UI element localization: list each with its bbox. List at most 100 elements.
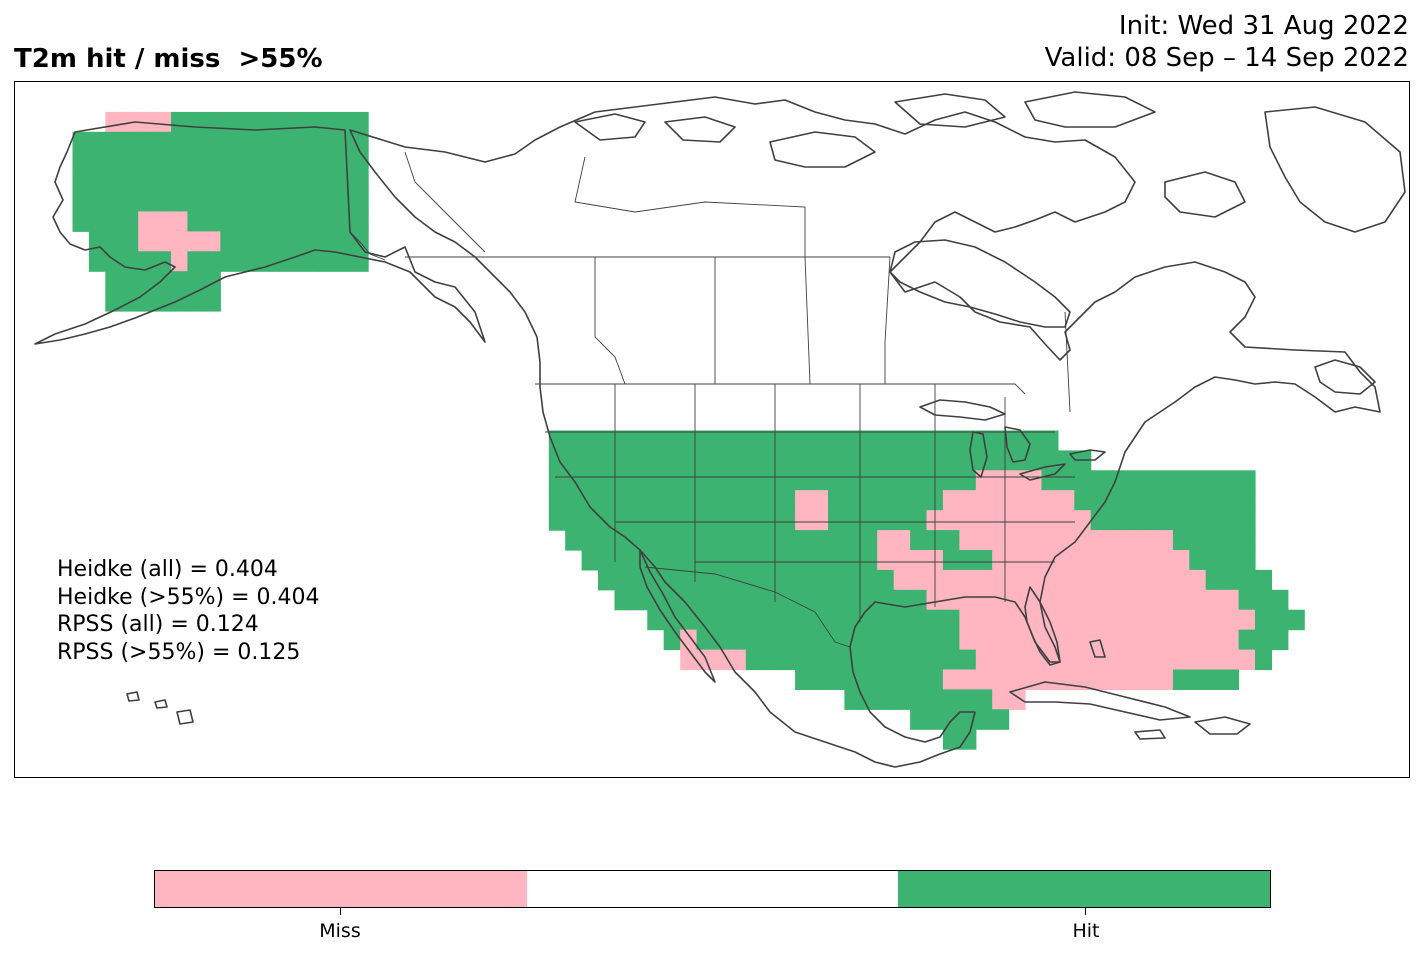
miss-cell <box>187 231 205 252</box>
miss-cell <box>154 231 172 252</box>
hit-cell <box>778 609 796 631</box>
hit-cell <box>942 629 960 651</box>
hit-cell <box>121 191 139 212</box>
hit-cell <box>220 191 238 212</box>
miss-cell <box>811 510 829 531</box>
miss-cell <box>1107 569 1125 591</box>
hit-cell <box>893 510 911 531</box>
hit-cell <box>1287 609 1305 631</box>
hit-cell <box>105 171 123 193</box>
hit-cell <box>220 251 238 272</box>
hit-cell <box>220 131 238 153</box>
miss-cell <box>975 629 993 651</box>
hit-cell <box>745 629 763 651</box>
hit-cell <box>187 291 205 312</box>
miss-cell <box>942 669 960 690</box>
hit-cell <box>762 490 780 511</box>
hit-cell <box>663 550 681 571</box>
coastline-bahamas <box>1089 639 1106 658</box>
hit-cell <box>926 629 944 651</box>
miss-cell <box>1008 629 1026 651</box>
hit-cell <box>844 589 862 611</box>
hit-cell <box>1222 470 1240 491</box>
miss-cell <box>1057 569 1075 591</box>
miss-cell <box>1057 669 1075 690</box>
hit-cell <box>1123 490 1141 511</box>
miss-cell <box>1090 550 1108 571</box>
miss-cell <box>1107 629 1125 651</box>
miss-cell <box>959 609 977 631</box>
hit-cell <box>236 151 254 173</box>
coastline-hawaii-3 <box>176 709 194 725</box>
hit-cell <box>1123 510 1141 531</box>
hit-cell <box>630 589 648 611</box>
border-yukon-nwt <box>404 151 486 253</box>
hit-cell <box>105 211 123 232</box>
miss-cell <box>1172 550 1190 571</box>
hit-cell <box>877 629 895 651</box>
hit-cell <box>335 131 353 153</box>
hit-cell <box>335 191 353 212</box>
hit-cell <box>1222 550 1240 571</box>
miss-cell <box>1074 530 1092 551</box>
hit-cell <box>713 530 730 551</box>
hit-cell <box>1238 470 1256 491</box>
hit-cell <box>844 530 862 551</box>
hit-cell <box>713 430 730 451</box>
hit-cell <box>860 450 878 471</box>
hit-cell <box>598 550 615 571</box>
great-lake-huron <box>1004 426 1031 463</box>
hit-cell <box>1271 589 1289 611</box>
miss-cell <box>1041 530 1059 551</box>
hit-cell <box>680 550 698 571</box>
hit-cell <box>663 609 681 631</box>
hit-cell <box>877 510 895 531</box>
hit-cell <box>1238 569 1256 591</box>
hit-cell <box>729 569 747 591</box>
miss-cell <box>1090 609 1108 631</box>
hit-cell <box>828 550 845 571</box>
hit-cell <box>1238 530 1256 551</box>
miss-cell <box>1189 609 1207 631</box>
hit-cell <box>926 609 944 631</box>
hit-cell <box>220 111 238 133</box>
hit-cell <box>302 171 320 193</box>
hit-cell <box>762 569 780 591</box>
miss-cell <box>1074 510 1092 531</box>
miss-cell <box>1238 609 1256 631</box>
hit-cell <box>893 669 911 690</box>
hit-cell <box>713 510 730 531</box>
miss-cell <box>1123 629 1141 651</box>
hit-cell <box>713 589 730 611</box>
great-lake-erie <box>1019 463 1066 481</box>
miss-cell <box>1123 649 1141 671</box>
hit-cell <box>992 709 1010 730</box>
hit-cell <box>729 490 747 511</box>
hit-cell <box>860 490 878 511</box>
border-ontario-quebec <box>1064 311 1071 413</box>
hit-cell <box>236 251 254 272</box>
coastline-hudson-bay <box>889 239 1071 328</box>
hit-cell <box>105 191 123 212</box>
hit-cell <box>1238 490 1256 511</box>
hit-cell <box>844 649 862 671</box>
hit-cell <box>105 151 123 173</box>
hit-cell <box>1205 530 1223 551</box>
hit-cell <box>893 470 911 491</box>
hit-cell <box>860 689 878 710</box>
miss-cell <box>992 490 1010 511</box>
hit-cell <box>696 510 714 531</box>
miss-cell <box>203 231 221 252</box>
hit-cell <box>88 251 106 272</box>
great-lake-superior <box>919 399 1006 421</box>
hit-cell <box>959 550 977 571</box>
hit-cell <box>614 530 632 551</box>
hit-cell <box>910 609 928 631</box>
hit-cell <box>335 251 353 272</box>
hit-cell <box>1255 609 1272 631</box>
hit-cell <box>745 490 763 511</box>
miss-cell <box>1008 669 1026 690</box>
hit-cell <box>795 450 813 471</box>
hit-cell <box>729 450 747 471</box>
hit-cell <box>680 569 698 591</box>
